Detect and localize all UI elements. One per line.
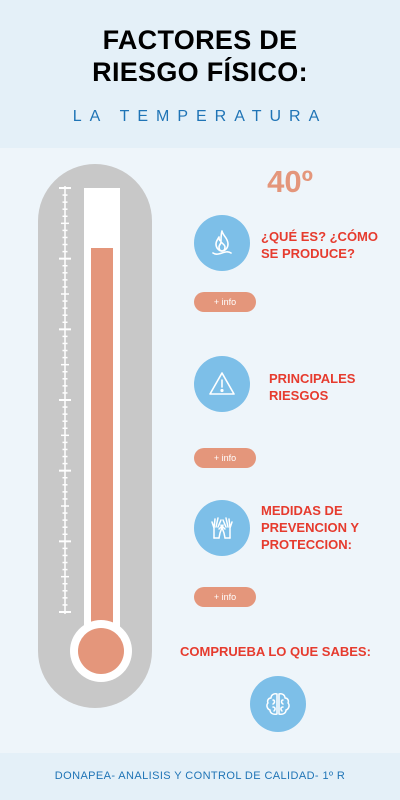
risks-info-button[interactable]: + info [194,448,256,468]
section-risks-label: PRINCIPALES RIESGOS [269,370,355,404]
gloves-icon [194,500,250,556]
header [0,0,400,148]
prevention-info-button[interactable]: + info [194,587,256,607]
temperature-value: 40º [267,164,313,199]
title-line-2: RIESGO FÍSICO: [92,57,308,87]
footer-text: DONAPEA- ANALISIS Y CONTROL DE CALIDAD- … [54,770,346,782]
thermometer-bulb [78,628,124,674]
section-prevention-label: MEDIDAS DE PREVENCION Y PROTECCION: [261,502,359,553]
page-title: FACTORES DE RIESGO FÍSICO: [0,24,400,88]
quiz-label: COMPRUEBA LO QUE SABES: [180,644,371,659]
brain-icon[interactable] [250,676,306,732]
footer [0,753,400,800]
warning-icon [194,356,250,412]
thermometer-fill [91,247,113,646]
section-prevention-line-3: PROTECCION: [261,537,352,552]
page-subtitle: LA TEMPERATURA [72,108,328,125]
section-what-is-line-2: SE PRODUCE? [261,246,355,261]
section-what-is-label: ¿QUÉ ES? ¿CÓMO SE PRODUCE? [261,228,378,262]
section-risks-line-1: PRINCIPALES [269,371,356,386]
section-risks-line-2: RIESGOS [269,388,329,403]
title-line-1: FACTORES DE [102,25,298,55]
section-prevention-line-1: MEDIDAS DE [261,503,343,518]
section-prevention-line-2: PREVENCION Y [261,520,360,535]
what-is-info-button[interactable]: + info [194,292,256,312]
section-what-is-line-1: ¿QUÉ ES? ¿CÓMO [261,229,378,244]
thermometer-scale [59,186,71,614]
fire-icon [194,215,250,271]
